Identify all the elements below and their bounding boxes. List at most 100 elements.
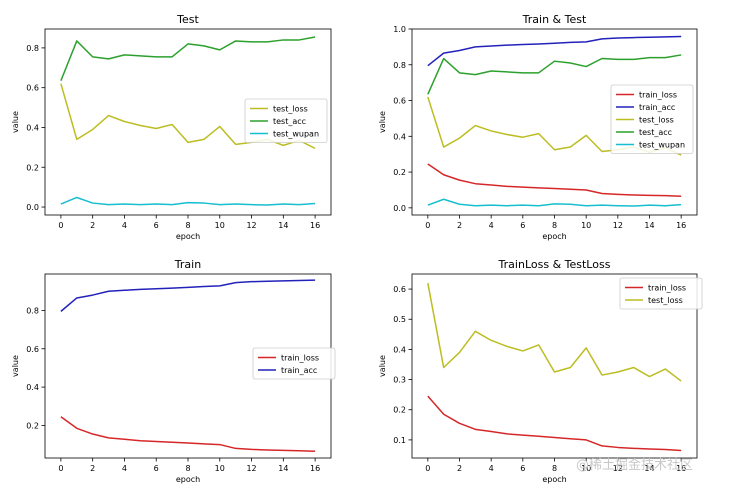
x-tick-label: 14 [278,221,288,230]
y-tick-label: 0.6 [393,285,406,294]
series-line-test-acc [427,54,682,95]
x-tick-label: 8 [552,221,557,230]
chart-3: Train 0 2 4 6 8 10 12 14 16 0.2 0.4 0.6 0.8 epoch value… [11,258,336,484]
x-tick-label: 2 [457,464,462,473]
y-tick-label: 0.2 [393,406,406,415]
x-tick-label: 10 [215,221,225,230]
x-tick-label: 8 [185,221,190,230]
chart-title: TrainLoss & TestLoss [498,258,611,271]
plot-frame [411,273,698,459]
x-tick-label: 12 [246,464,256,473]
legend-label: test_acc [639,128,672,137]
chart-title: Train & Test [522,13,587,26]
y-tick-label: 0.2 [393,168,406,177]
y-tick-label: 0.2 [26,163,39,172]
x-tick-label: 16 [310,221,320,230]
legend-label: train_loss [648,284,686,293]
series-line-test-loss [427,282,682,382]
x-tick-label: 0 [425,221,430,230]
legend-box [610,84,694,154]
x-tick-label: 4 [122,464,127,473]
y-tick-label: 0.4 [26,123,39,132]
legend-label: train_acc [639,103,675,112]
legend-box [252,347,336,380]
legend-label: test_wupan [273,130,319,139]
x-tick-label: 0 [58,464,63,473]
x-tick-label: 2 [457,221,462,230]
x-axis-label: epoch [176,475,200,484]
chart-2: Train & Test 0 2 4 6 8 10 12 14 16 0.0 0.2 0.4 0.6 0.8… [378,13,698,241]
legend: train_loss test_loss [619,277,703,310]
y-tick-label: 0.8 [26,306,39,315]
series-line-test-wupan [427,198,682,207]
y-tick-label: 0.6 [26,345,39,354]
series-line-train-loss [427,395,682,452]
y-tick-label: 0.4 [393,345,406,354]
x-tick-label: 4 [489,221,494,230]
chart-4: TrainLoss & TestLoss 0 2 4 6 8 10 12 14 16 0.1 0.2 0… [378,258,703,484]
legend-label: train_acc [281,366,317,375]
legend: test_loss test_acc test_wupan [244,98,328,143]
legend-label: test_loss [648,296,683,305]
legend-label: test_loss [639,116,674,125]
y-axis-label: value [378,111,387,133]
x-tick-label: 6 [154,221,159,230]
x-tick-label: 4 [489,464,494,473]
y-axis-label: value [11,355,20,377]
y-tick-label: 0.1 [393,436,406,445]
series-line-train-loss [60,416,316,453]
x-tick-label: 8 [552,464,557,473]
y-axis-label: value [378,355,387,377]
y-tick-label: 0.6 [26,84,39,93]
x-axis-label: epoch [542,232,566,241]
x-tick-label: 14 [644,221,654,230]
y-tick-label: 0.8 [393,61,406,70]
x-tick-label: 8 [185,464,190,473]
y-tick-label: 0.2 [26,421,39,430]
x-tick-label: 2 [90,221,95,230]
legend-box [244,98,328,143]
legend: train_loss train_acc test_loss test_acctest… [610,84,694,154]
x-tick-label: 14 [278,464,288,473]
x-tick-label: 12 [613,464,623,473]
x-axis-label: epoch [542,475,566,484]
plot-frame [411,28,698,216]
chart-title: Train [174,258,201,271]
legend-label: train_loss [639,91,677,100]
legend-label: train_loss [281,354,319,363]
y-tick-label: 0.4 [26,383,39,392]
x-tick-label: 16 [676,221,686,230]
x-tick-label: 10 [581,464,591,473]
x-tick-label: 2 [90,464,95,473]
chart-title: Test [176,13,199,26]
y-tick-label: 0.8 [26,44,39,53]
x-tick-label: 0 [58,221,63,230]
legend-box [619,277,703,310]
y-axis-label: value [11,111,20,133]
x-tick-label: 12 [613,221,623,230]
series-line-train-acc [427,35,682,67]
y-tick-label: 0.0 [26,203,39,212]
legend-label: test_loss [273,105,308,114]
series-line-train-loss [427,163,682,197]
y-tick-label: 0.3 [393,376,406,385]
x-tick-label: 0 [425,464,430,473]
y-tick-label: 0.4 [393,132,406,141]
x-tick-label: 12 [246,221,256,230]
y-tick-label: 1.0 [393,25,406,34]
legend-label: test_wupan [639,141,685,150]
x-tick-label: 10 [581,221,591,230]
x-tick-label: 6 [154,464,159,473]
x-tick-label: 6 [520,221,525,230]
legend: train_loss train_acc [252,347,336,380]
x-tick-label: 6 [520,464,525,473]
x-tick-label: 16 [676,464,686,473]
x-tick-label: 4 [122,221,127,230]
legend-label: test_acc [273,117,306,126]
x-tick-label: 10 [215,464,225,473]
y-tick-label: 0.6 [393,97,406,106]
watermark: @稀土掘金技术社区 [576,458,694,473]
series-line-test-wupan [60,196,316,206]
plot-frame [44,28,332,216]
